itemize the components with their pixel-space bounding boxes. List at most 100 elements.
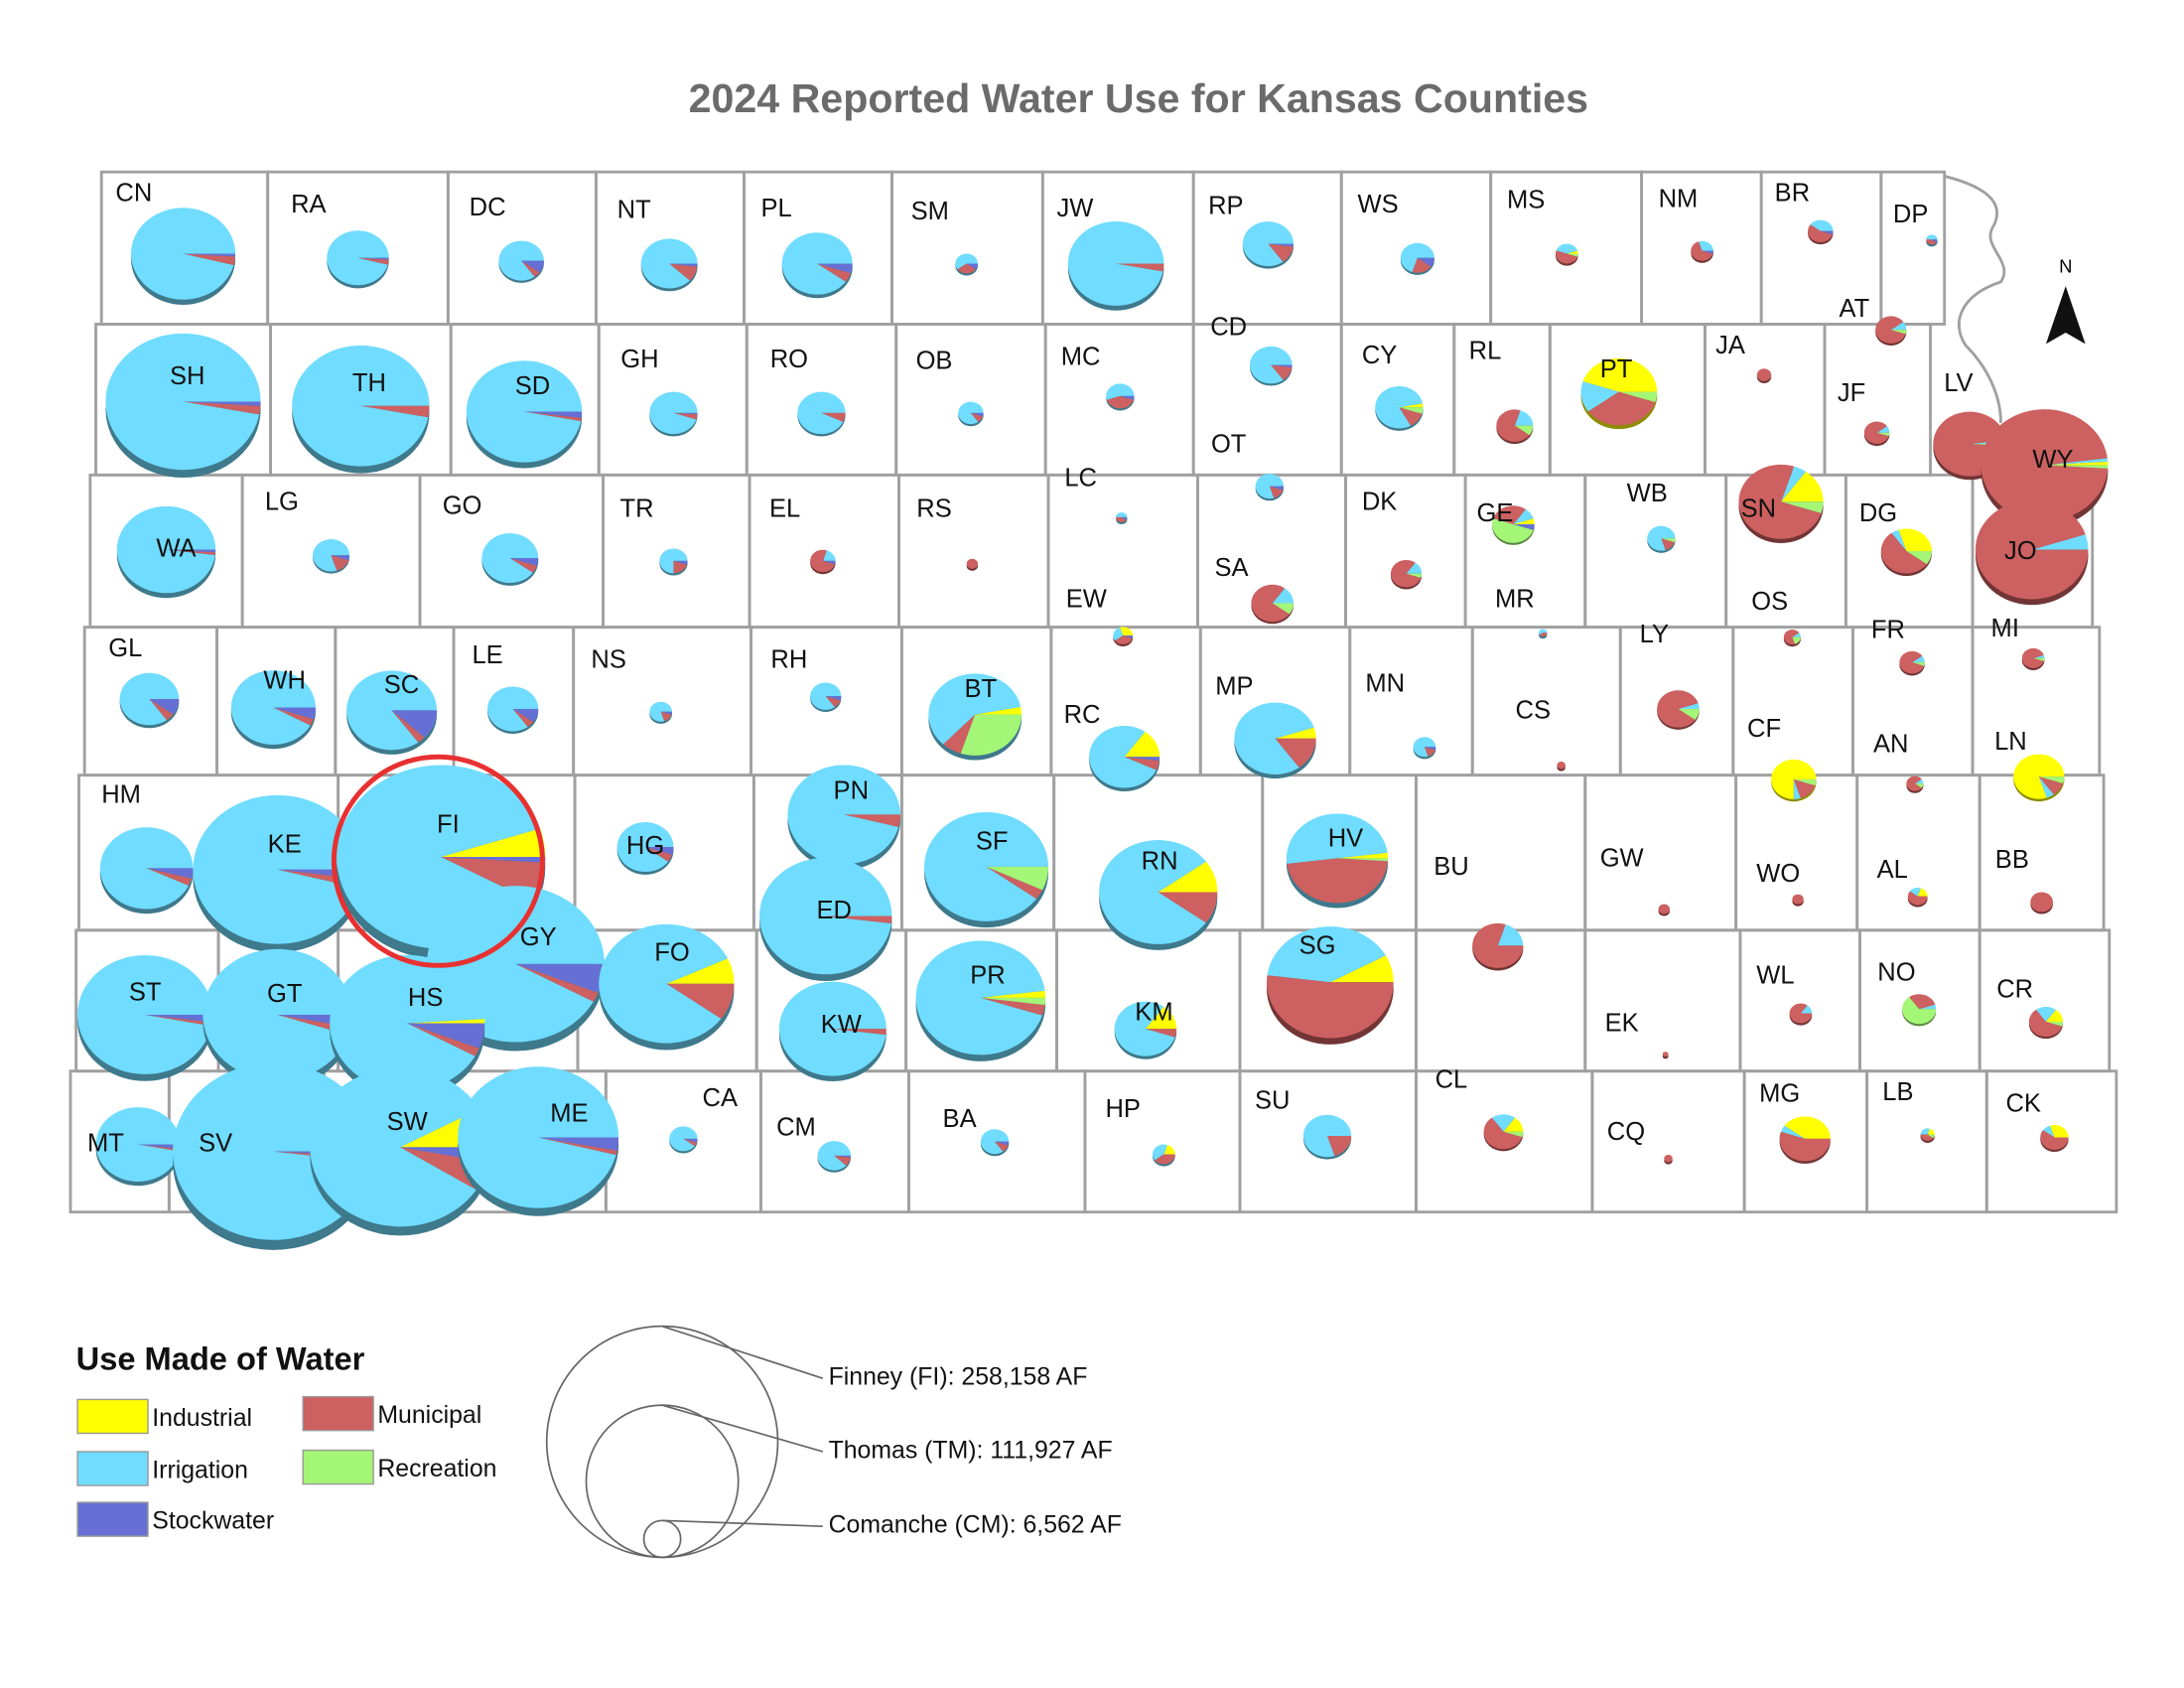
pie-slice	[149, 699, 174, 721]
county-pie	[105, 333, 261, 479]
pie-slice	[2031, 534, 2089, 550]
county-pie	[669, 1126, 698, 1154]
pie-slice	[1163, 1144, 1175, 1155]
size-label: Thomas (TM): 111,927 AF	[829, 1438, 1113, 1465]
county-pie	[1906, 775, 1924, 793]
county-border	[1984, 1069, 2118, 1214]
pie-slice	[1657, 690, 1699, 728]
pie-slice	[1424, 747, 1436, 751]
county-label: GL	[108, 634, 142, 662]
county-label: JW	[1057, 195, 1095, 222]
county-pie	[1538, 629, 1548, 639]
county-pie	[1255, 474, 1285, 501]
county-label: LN	[1994, 728, 2027, 756]
pie-slice	[77, 955, 213, 1074]
county-pie	[1496, 409, 1534, 445]
pie-slice	[1234, 702, 1314, 774]
county-pie	[230, 670, 316, 750]
pie-slice	[487, 686, 539, 732]
pie-slice	[515, 963, 599, 1002]
county-label: NS	[591, 645, 625, 673]
pie-slice	[1820, 230, 1834, 235]
pie-slice	[1336, 852, 1389, 859]
county-label: SA	[1214, 554, 1248, 582]
county-pie	[327, 230, 389, 289]
county-pie	[1483, 1114, 1524, 1152]
pie-slice	[1272, 603, 1294, 615]
pie-slice	[1927, 1128, 1935, 1135]
county-label: SG	[1299, 932, 1336, 960]
county-pie	[810, 682, 842, 713]
size-leader	[661, 1325, 824, 1379]
pie-slice	[1784, 1116, 1831, 1139]
pie-slice	[1145, 1029, 1177, 1038]
legend-title: Use Made of Water	[76, 1340, 365, 1377]
county-pie	[1880, 528, 1932, 577]
pie-slice	[649, 391, 698, 435]
pie-slice	[458, 1066, 619, 1208]
legend-swatch	[302, 1449, 374, 1485]
pie-slice	[1115, 635, 1133, 644]
county-label: EK	[1605, 1010, 1639, 1038]
county-pie	[1400, 242, 1434, 275]
county-pie	[1662, 1052, 1669, 1059]
county-label: BB	[1995, 846, 2029, 874]
pie-slice	[145, 1014, 212, 1027]
pie-slice	[1800, 1005, 1813, 1014]
pie-slice	[1242, 221, 1294, 267]
pie-slice	[2044, 461, 2109, 466]
county-pie	[458, 1066, 619, 1216]
pie-slice	[2044, 458, 2109, 466]
pie-slice	[1980, 409, 2109, 521]
legend-label: Irrigation	[152, 1457, 248, 1483]
pie-slice	[966, 263, 978, 270]
county-pie	[1234, 702, 1316, 779]
county-pie	[1738, 464, 1824, 544]
pie-slice	[970, 412, 984, 422]
county-label: KM	[1135, 998, 1172, 1026]
pie-slice	[2013, 754, 2065, 799]
pie-slice	[521, 260, 540, 277]
county-label: LB	[1882, 1078, 1913, 1106]
pie-slice	[1124, 757, 1160, 762]
county-pie	[2028, 1007, 2063, 1040]
county-label: PR	[970, 961, 1005, 989]
pie-slice	[330, 954, 485, 1092]
pie-slice	[313, 538, 350, 572]
county-label: WH	[263, 667, 306, 695]
pie-slice	[943, 714, 976, 754]
pie-slice	[99, 827, 194, 910]
pie-slice	[1914, 778, 1924, 784]
pie-slice	[1919, 1004, 1937, 1010]
county-pie	[1907, 888, 1928, 908]
pie-slice	[1920, 1128, 1930, 1135]
pie-slice	[273, 707, 316, 720]
pie-slice	[666, 983, 735, 1019]
county-label: DC	[470, 194, 506, 221]
county-label: RC	[1064, 701, 1101, 729]
legend: Industrial Irrigation Municipal Recreation S…	[76, 1395, 496, 1537]
pie-slice	[1975, 499, 2089, 600]
pie-slice	[292, 345, 430, 467]
pie-slice	[1483, 1117, 1523, 1150]
pie-slice	[346, 670, 438, 751]
county-label: GO	[443, 492, 482, 520]
pie-slice	[166, 549, 216, 553]
pie-slice	[441, 856, 546, 863]
county-pie	[1286, 813, 1389, 909]
pie-slice	[1406, 562, 1423, 574]
county-pie	[116, 505, 216, 599]
county-label: DK	[1362, 488, 1397, 515]
county-pie	[95, 1107, 181, 1187]
pie-slice	[1286, 813, 1388, 865]
county-label: RP	[1208, 192, 1243, 219]
pie-slice	[995, 1141, 1010, 1146]
pie-slice	[131, 208, 236, 300]
pie-slice	[400, 1147, 489, 1191]
pie-slice	[1810, 219, 1834, 231]
county-label: SV	[199, 1129, 232, 1157]
pie-slice	[1412, 257, 1432, 273]
county-label: PL	[760, 195, 791, 222]
pie-slice	[1327, 1136, 1352, 1157]
county-label: BU	[1433, 853, 1468, 881]
